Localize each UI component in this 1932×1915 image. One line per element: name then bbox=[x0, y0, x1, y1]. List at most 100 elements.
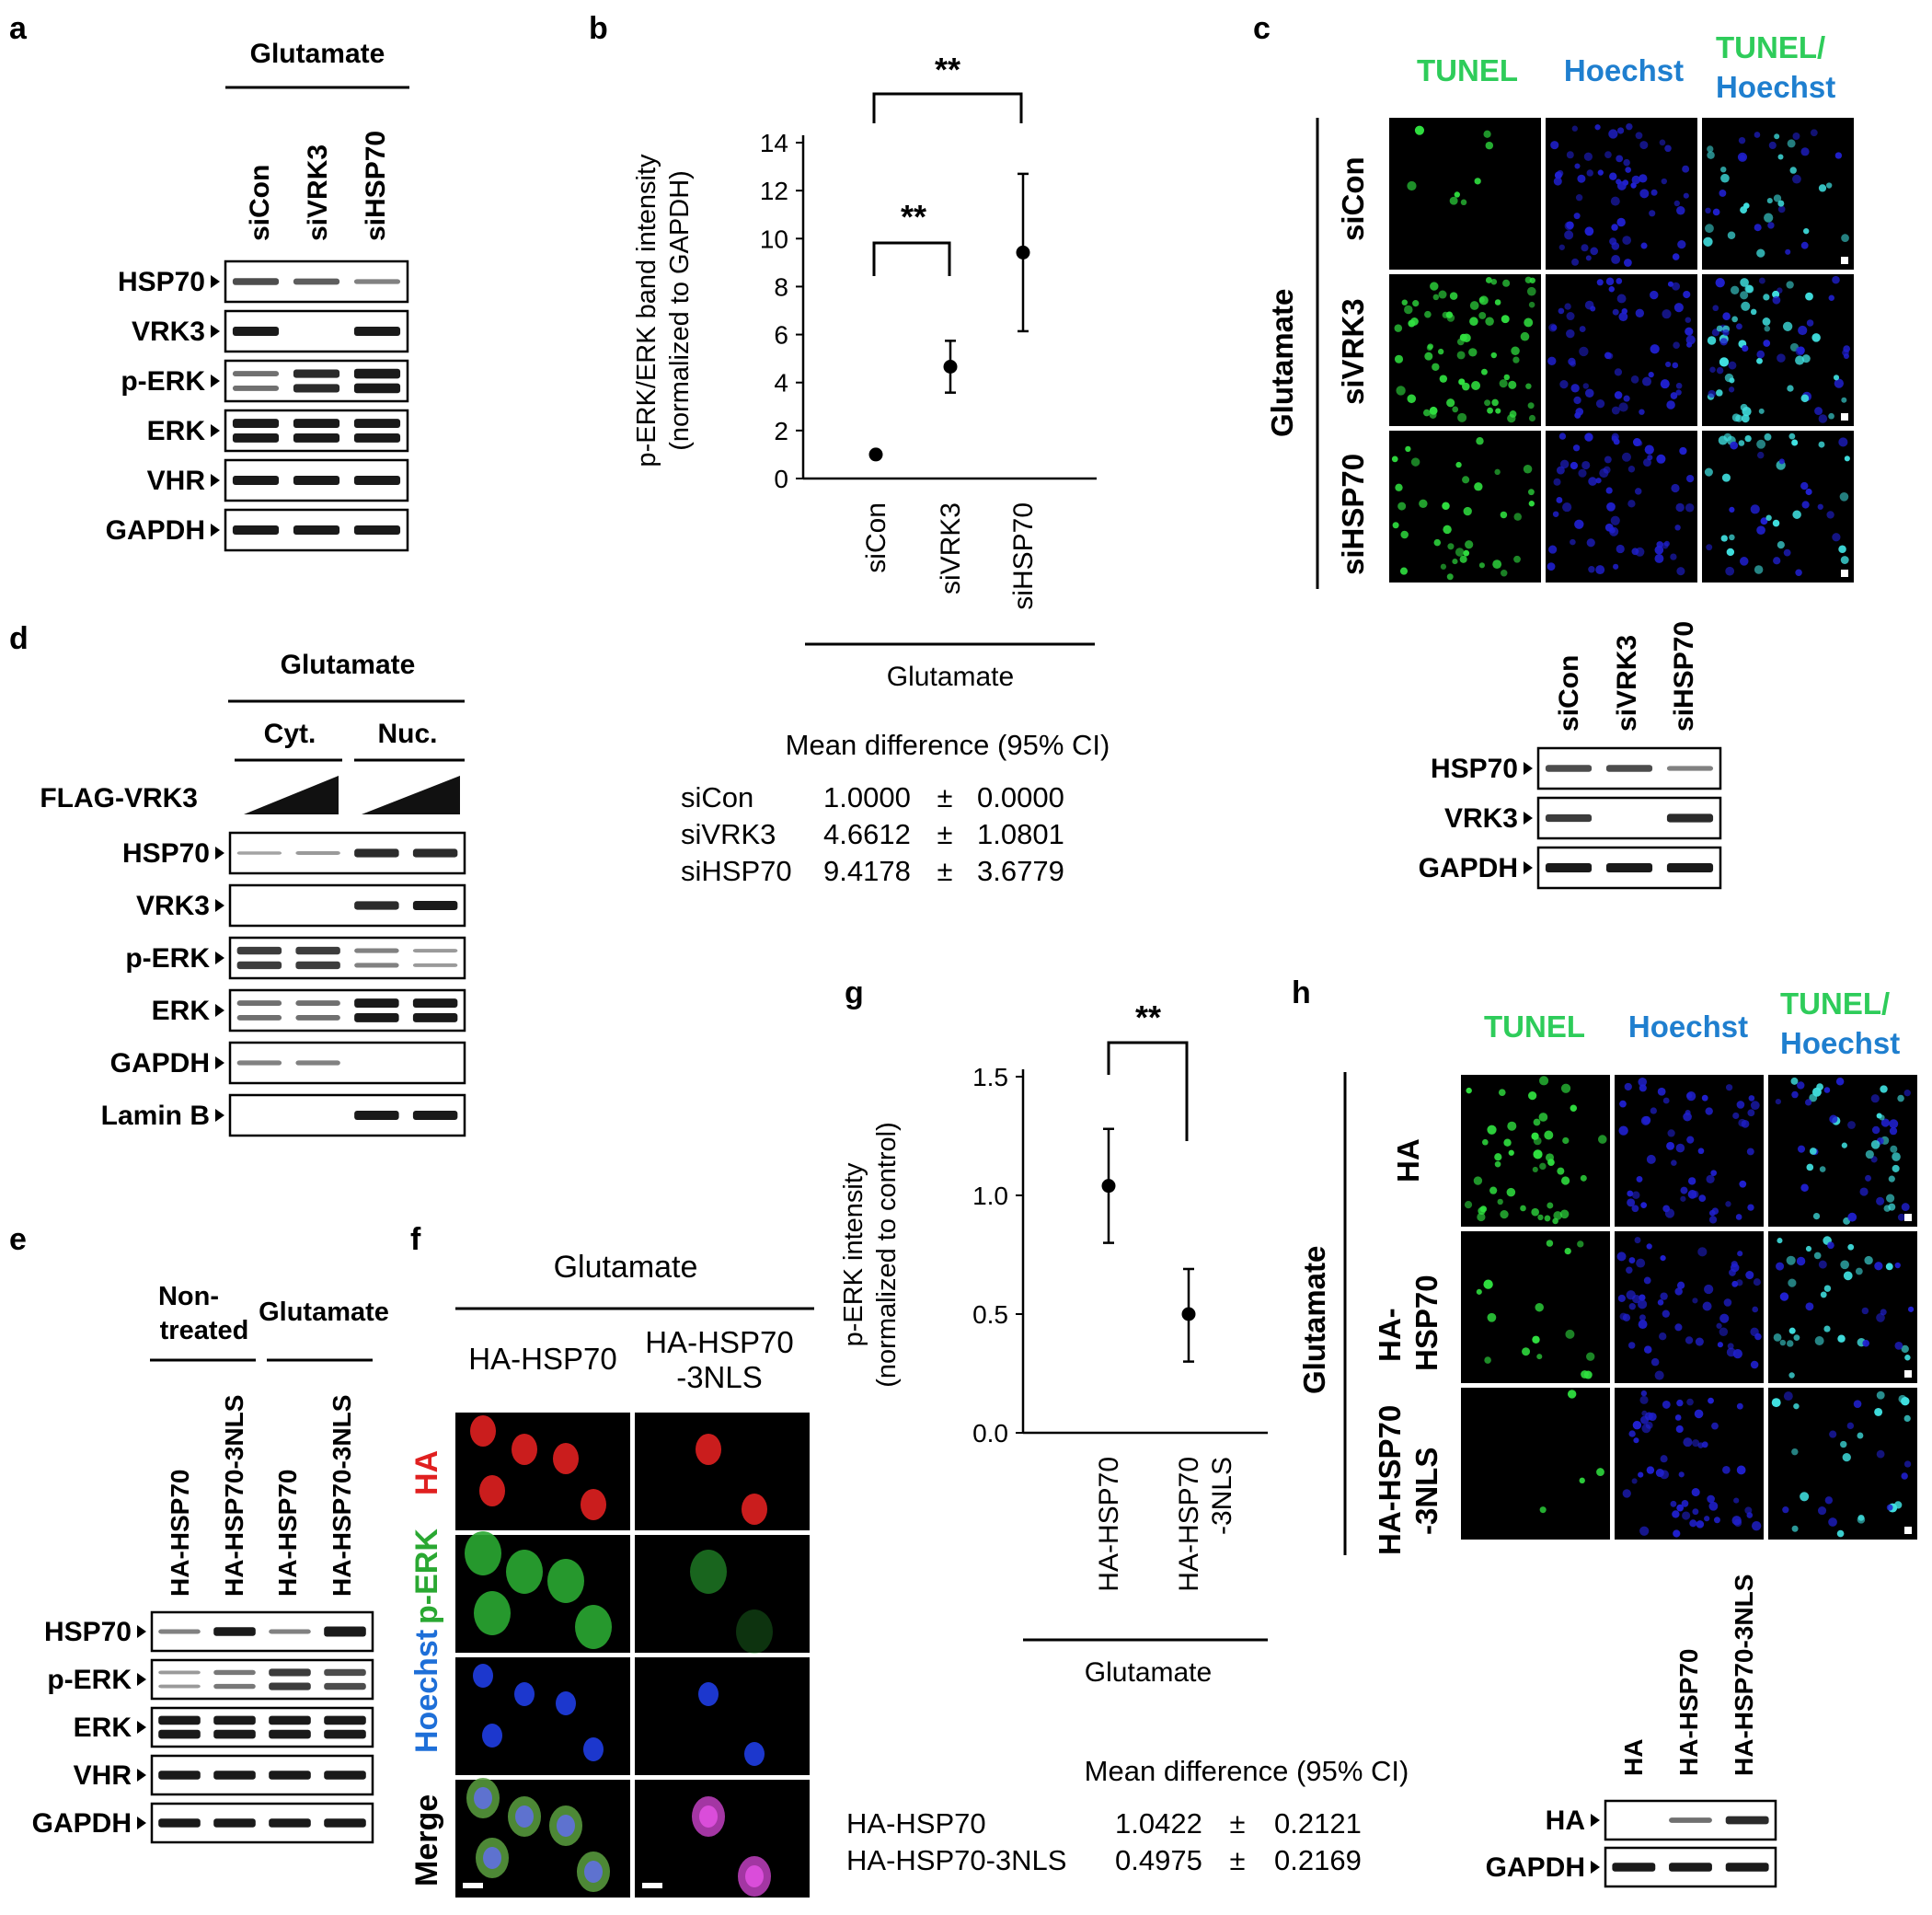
panel-a-lane-2: siVRK3 bbox=[303, 144, 333, 241]
panel-d-treatment: Glutamate bbox=[281, 650, 416, 680]
arrow-icon bbox=[137, 1673, 146, 1686]
panel-g-table-title: Mean difference (95% CI) bbox=[1085, 1755, 1409, 1787]
panel-e-condition-2: Glutamate bbox=[259, 1298, 389, 1327]
blot-band bbox=[1605, 765, 1653, 772]
arrow-icon bbox=[215, 1109, 224, 1122]
blot-band bbox=[295, 946, 340, 955]
scale-bar bbox=[1841, 257, 1848, 264]
svg-text:±: ± bbox=[937, 855, 952, 887]
micrograph-tile bbox=[1768, 1231, 1917, 1383]
blot-band bbox=[353, 383, 401, 394]
micrograph-tile bbox=[1461, 1388, 1610, 1540]
blot-band bbox=[293, 476, 340, 485]
arrow-icon bbox=[1524, 861, 1533, 874]
micrograph-tile bbox=[1389, 431, 1541, 583]
blot-row: p-ERK bbox=[47, 1658, 374, 1701]
blot-band bbox=[213, 1683, 256, 1690]
panel-g-chart: 0.0 0.5 1.0 1.5 p-ERK intensity (normalized t… bbox=[839, 1063, 1268, 1592]
micrograph-tile bbox=[1461, 1231, 1610, 1383]
blot-box bbox=[228, 988, 466, 1032]
panel-label-b: b bbox=[589, 11, 608, 46]
blot-label: GAPDH bbox=[110, 1048, 210, 1079]
arrow-icon bbox=[211, 424, 220, 437]
arrow-icon bbox=[137, 1769, 146, 1782]
panel-e-condition-1a: Non- bbox=[158, 1282, 219, 1311]
y-axis-label: (normalized to GAPDH) bbox=[665, 170, 695, 451]
arrow-icon bbox=[137, 1625, 146, 1638]
blot-label: p-ERK bbox=[121, 366, 205, 397]
blot-band bbox=[236, 961, 282, 970]
blot-band bbox=[158, 1729, 201, 1739]
panel-h-treatment: Glutamate bbox=[1297, 1246, 1331, 1394]
panel-e-lane-4: HA-HSP70-3NLS bbox=[328, 1395, 356, 1597]
blot-label: ERK bbox=[74, 1713, 132, 1743]
blot-band bbox=[269, 1771, 311, 1780]
scale-bar bbox=[1841, 570, 1848, 577]
y-tick-label: 6 bbox=[774, 321, 788, 350]
svg-text:±: ± bbox=[1229, 1807, 1245, 1840]
panel-g-sig: ** bbox=[1135, 998, 1161, 1036]
svg-text:0.2169: 0.2169 bbox=[1274, 1844, 1362, 1876]
panel-f-micrographs bbox=[455, 1413, 810, 1898]
blot-band bbox=[295, 1060, 340, 1066]
blot-band bbox=[1666, 813, 1714, 823]
blot-band bbox=[269, 1729, 311, 1739]
blot-band bbox=[295, 1014, 340, 1021]
panel-f-col-2b: -3NLS bbox=[676, 1360, 763, 1394]
panel-label-a: a bbox=[9, 11, 28, 46]
panel-a-lane-3: siHSP70 bbox=[361, 131, 391, 241]
panel-h-lane-2: HA-HSP70 bbox=[1674, 1649, 1703, 1776]
blot-band bbox=[354, 998, 399, 1009]
micrograph-tile bbox=[1546, 274, 1697, 426]
blot-label: VRK3 bbox=[132, 317, 205, 347]
blot-row: VRK3 bbox=[136, 883, 466, 928]
arrow-icon bbox=[211, 474, 220, 487]
panel-h-row-2b: HSP70 bbox=[1409, 1275, 1443, 1371]
panel-b-chart: 0 2 4 6 8 10 12 14 p-ERK/ERK band intensity (norm… bbox=[632, 129, 1097, 610]
panel-d-fraction-cyt: Cyt. bbox=[264, 719, 316, 749]
y-tick-label: 14 bbox=[760, 129, 788, 157]
micrograph-tile bbox=[1615, 1388, 1764, 1540]
blot-band bbox=[1666, 766, 1714, 771]
blot-band bbox=[158, 1715, 201, 1725]
panel-b-table-row: siVRK3 4.6612 ± 1.0801 bbox=[681, 818, 1064, 850]
blot-band bbox=[353, 433, 401, 443]
micrograph-tile bbox=[1702, 118, 1854, 270]
panel-b-sig-1: ** bbox=[935, 51, 960, 88]
blot-label: GAPDH bbox=[1419, 853, 1518, 883]
micrograph-tile bbox=[1702, 274, 1854, 426]
y-tick-label: 2 bbox=[774, 417, 788, 445]
micrograph-tile bbox=[635, 1780, 810, 1898]
panel-b-table-row: siHSP70 9.4178 ± 3.6779 bbox=[681, 855, 1064, 887]
arrow-icon bbox=[1524, 812, 1533, 825]
panel-h-col-hoechst: Hoechst bbox=[1628, 1009, 1748, 1044]
panel-a-lane-1: siCon bbox=[245, 165, 275, 241]
blot-band bbox=[412, 998, 458, 1009]
scale-bar bbox=[1841, 413, 1848, 421]
blot-band bbox=[1545, 863, 1593, 872]
arrow-icon bbox=[211, 325, 220, 338]
blot-row: VHR bbox=[147, 458, 409, 502]
arrow-icon bbox=[215, 952, 224, 964]
blot-label: VRK3 bbox=[1444, 803, 1518, 834]
panel-h: TUNEL Hoechst TUNEL/ Hoechst Glutamate H… bbox=[1297, 986, 1917, 1888]
panel-d-construct: FLAG-VRK3 bbox=[40, 783, 198, 813]
svg-text:4.6612: 4.6612 bbox=[823, 818, 911, 850]
blot-band bbox=[354, 1111, 399, 1120]
y-tick-label: 0 bbox=[774, 465, 788, 493]
micrograph-tile bbox=[1389, 274, 1541, 426]
panel-c-blots: HSP70 VRK3 GAPDH bbox=[1419, 746, 1722, 890]
panel-f-row-merge: Merge bbox=[409, 1794, 444, 1886]
blot-band bbox=[412, 949, 458, 953]
blot-row: ERK bbox=[74, 1706, 374, 1748]
blot-band bbox=[324, 1715, 366, 1725]
blot-band bbox=[353, 327, 401, 336]
panel-label-e: e bbox=[9, 1222, 27, 1257]
blot-row: VHR bbox=[74, 1754, 374, 1796]
panel-g: 0.0 0.5 1.0 1.5 p-ERK intensity (normalized t… bbox=[839, 998, 1409, 1876]
arrow-icon bbox=[1591, 1861, 1600, 1874]
y-tick-label: 12 bbox=[760, 177, 788, 205]
blot-row: GAPDH bbox=[106, 508, 409, 552]
blot-band bbox=[158, 1670, 201, 1675]
